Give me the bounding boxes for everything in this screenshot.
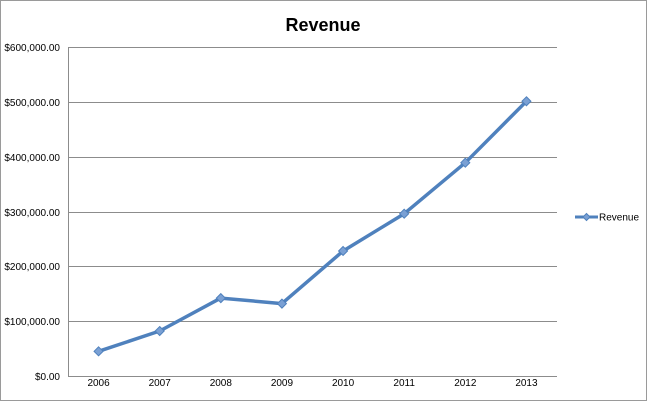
y-tick-label: $500,000.00 — [4, 98, 60, 109]
data-point — [521, 96, 532, 107]
legend: Revenue — [575, 213, 639, 224]
x-tick-label: 2007 — [149, 378, 172, 389]
data-point — [154, 325, 165, 337]
y-tick-label: $400,000.00 — [4, 153, 60, 164]
data-point — [93, 346, 104, 357]
x-tick-label: 2009 — [271, 378, 294, 389]
x-tick-label: 2010 — [332, 378, 355, 389]
series-line-revenue — [96, 99, 529, 354]
x-tick-label: 2013 — [515, 378, 538, 389]
data-point — [398, 208, 410, 219]
x-axis-tick-labels: 2006 2007 2008 2009 2010 2011 2012 2013 — [87, 378, 538, 389]
chart-title: Revenue — [285, 15, 360, 35]
series-revenue — [93, 96, 532, 357]
x-tick-label: 2006 — [87, 378, 110, 389]
x-tick-label: 2011 — [393, 378, 415, 389]
y-axis-tick-labels: $0.00 $100,000.00 $200,000.00 $300,000.00 $4… — [4, 43, 60, 383]
legend-label-revenue: Revenue — [599, 213, 639, 224]
data-point — [337, 245, 349, 257]
legend-marker-revenue — [582, 212, 591, 222]
x-tick-label: 2012 — [454, 378, 477, 389]
y-tick-label: $0.00 — [35, 372, 60, 383]
data-point — [215, 292, 227, 304]
y-tick-label: $600,000.00 — [4, 43, 60, 54]
axes — [68, 47, 557, 377]
gridlines — [68, 47, 557, 322]
data-point — [276, 298, 288, 309]
y-tick-label: $200,000.00 — [4, 262, 60, 273]
y-tick-label: $100,000.00 — [4, 317, 60, 328]
data-point — [460, 157, 471, 168]
y-tick-label: $300,000.00 — [4, 208, 60, 219]
x-tick-label: 2008 — [210, 378, 233, 389]
